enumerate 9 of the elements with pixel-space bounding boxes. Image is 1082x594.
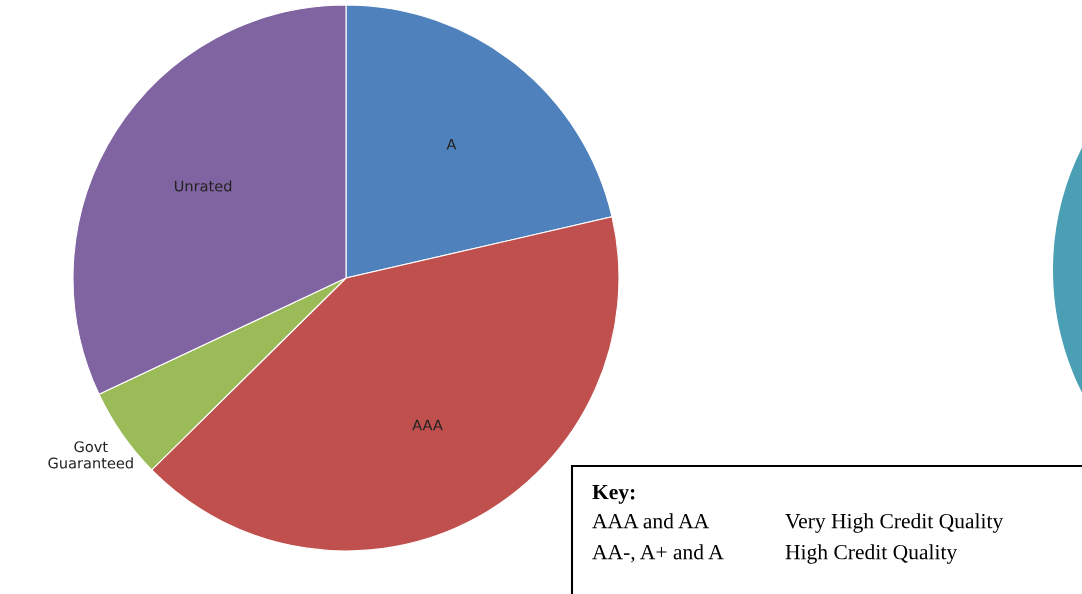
text: AAA and AA — [592, 513, 710, 529]
slice-label: AAA — [412, 419, 443, 431]
slice-label: Govt Guaranteed — [48, 441, 133, 469]
text: Key: — [592, 485, 635, 504]
slice-label: A — [446, 138, 457, 150]
text: AA-, A+ and A — [592, 544, 724, 563]
slice-label: Unrated — [174, 180, 232, 192]
text: High Credit Quality — [785, 544, 958, 564]
text: Very High Credit Quality — [785, 513, 1004, 533]
